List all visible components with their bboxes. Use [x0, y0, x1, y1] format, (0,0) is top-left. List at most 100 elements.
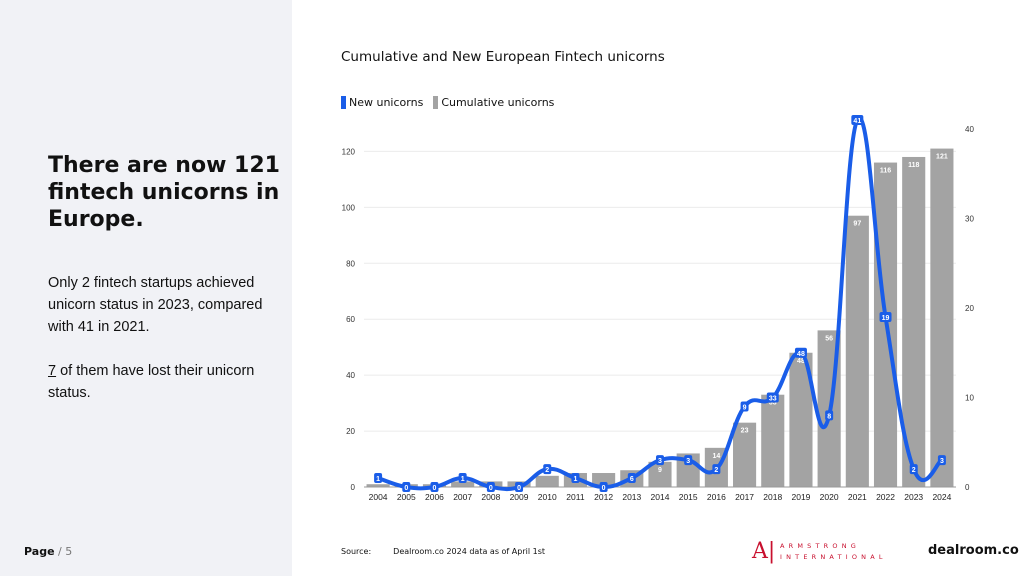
- bar-value-label: 9: [658, 467, 662, 474]
- x-axis-tick: 2017: [735, 492, 754, 502]
- line-point: [458, 473, 467, 484]
- line-point: [684, 455, 693, 466]
- x-axis-tick: 2015: [679, 492, 698, 502]
- line-value-label: 3: [940, 458, 944, 465]
- headline: There are now 121 fintech unicorns in Eu…: [48, 153, 280, 232]
- legend-swatch-cumulative: [433, 96, 439, 109]
- bar-cumulative: [789, 352, 813, 487]
- bar-value-label: 14: [712, 453, 720, 460]
- left-axis-tick: 80: [346, 259, 355, 268]
- body-paragraph-1: Only 2 fintech startups achieved unicorn…: [48, 275, 263, 335]
- line-point: [851, 115, 864, 126]
- line-value-label: 3: [658, 458, 662, 465]
- line-value-label: 1: [573, 476, 577, 483]
- left-axis-tick: 120: [342, 147, 356, 156]
- line-point: [627, 473, 636, 484]
- line-point: [909, 464, 918, 475]
- page-number-value: 5: [65, 545, 73, 558]
- x-axis-tick: 2005: [397, 492, 416, 502]
- line-value-label: 2: [714, 467, 718, 474]
- x-axis-tick: 2011: [566, 492, 585, 502]
- lost-unicorns-count: 7: [48, 363, 57, 379]
- line-point: [712, 464, 721, 475]
- line-value-label: 0: [404, 485, 408, 492]
- page-separator: /: [54, 545, 66, 558]
- line-value-label: 2: [912, 467, 916, 474]
- left-axis-tick: 20: [346, 427, 355, 436]
- bar-value-label: 33: [769, 400, 777, 407]
- line-value-label: 41: [853, 118, 861, 125]
- x-axis-tick: 2004: [369, 492, 388, 502]
- bar-value-label: 116: [880, 168, 891, 175]
- x-axis-tick: 2019: [791, 492, 810, 502]
- line-point: [879, 311, 892, 322]
- line-value-label: 2: [545, 467, 549, 474]
- line-value-label: 33: [769, 396, 777, 403]
- legend-swatch-new: [341, 96, 346, 109]
- line-value-label: 1: [461, 476, 465, 483]
- x-axis-tick: 2016: [707, 492, 726, 502]
- line-point: [794, 347, 807, 358]
- line-point: [571, 473, 580, 484]
- right-axis-tick: 20: [965, 304, 974, 313]
- bar-cumulative: [845, 215, 869, 487]
- body-paragraph-2: 7 of them have lost their unicorn status…: [48, 360, 288, 404]
- line-value-label: 0: [433, 485, 437, 492]
- armstrong-logo-mark: A|: [752, 539, 776, 564]
- left-axis-tick: 40: [346, 371, 355, 380]
- right-axis-tick: 0: [965, 483, 970, 492]
- x-axis-tick: 2013: [622, 492, 641, 502]
- lost-unicorns-text: of them have lost their unicorn status.: [48, 363, 255, 401]
- armstrong-logo-line2: INTERNATIONAL: [780, 553, 887, 561]
- left-axis-tick: 100: [342, 203, 356, 212]
- line-value-label: 0: [602, 485, 606, 492]
- bar-cumulative: [648, 461, 672, 487]
- line-point: [402, 482, 411, 492]
- bar-cumulative: [733, 422, 757, 487]
- x-axis-tick: 2024: [932, 492, 951, 502]
- right-axis-tick: 40: [965, 125, 974, 134]
- line-point: [486, 482, 495, 492]
- source-label: Source:: [341, 547, 372, 556]
- line-value-label: 9: [743, 404, 747, 411]
- right-axis-tick: 30: [965, 215, 974, 224]
- chart-legend: New unicorns Cumulative unicorns: [341, 96, 564, 109]
- line-point: [515, 482, 524, 492]
- source-text: Dealroom.co 2024 data as of April 1st: [393, 547, 546, 556]
- line-point: [656, 455, 664, 466]
- line-point: [430, 482, 439, 492]
- line-value-label: 19: [882, 315, 890, 322]
- x-axis-tick: 2022: [876, 492, 895, 502]
- line-value-label: 1: [376, 476, 380, 483]
- bar-value-label: 23: [741, 428, 749, 435]
- bar-value-label: 121: [936, 154, 948, 161]
- page-label: Page: [24, 545, 55, 558]
- source-note: Source: Dealroom.co 2024 data as of April…: [341, 547, 545, 556]
- left-panel: [0, 0, 292, 576]
- bar-value-label: 56: [825, 335, 833, 342]
- line-value-label: 0: [517, 485, 521, 492]
- armstrong-logo-line1: ARMSTRONG: [780, 542, 860, 550]
- legend-item-new: New unicorns: [341, 96, 423, 109]
- armstrong-international-logo: A| ARMSTRONG INTERNATIONAL: [752, 540, 902, 566]
- x-axis-tick: 2006: [425, 492, 444, 502]
- bar-value-label: 48: [797, 358, 805, 365]
- line-point: [766, 392, 779, 403]
- line-value-label: 48: [797, 351, 805, 358]
- legend-label-cumulative: Cumulative unicorns: [441, 96, 555, 109]
- x-axis-tick: 2012: [594, 492, 613, 502]
- bar-cumulative: [761, 394, 785, 487]
- x-axis-tick: 2008: [481, 492, 500, 502]
- x-axis-tick: 2023: [904, 492, 923, 502]
- chart-title: Cumulative and New European Fintech unic…: [341, 49, 665, 65]
- x-axis-tick: 2009: [510, 492, 529, 502]
- line-point: [937, 455, 946, 466]
- line-point: [740, 401, 749, 412]
- legend-label-new: New unicorns: [349, 96, 424, 109]
- line-value-label: 8: [827, 413, 831, 420]
- legend-item-cumulative: Cumulative unicorns: [433, 96, 554, 109]
- page-number: Page / 5: [24, 545, 72, 558]
- bar-cumulative: [930, 148, 954, 487]
- x-axis-tick: 2020: [820, 492, 839, 502]
